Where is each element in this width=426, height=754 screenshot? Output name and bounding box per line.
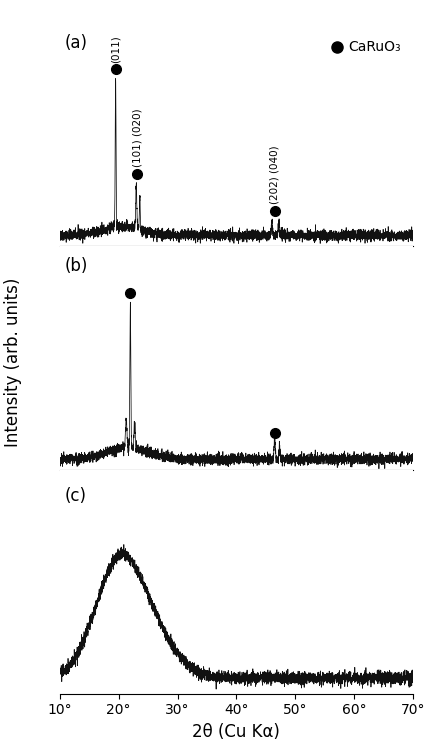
Text: (101) (020): (101) (020) bbox=[132, 109, 142, 167]
Text: (011): (011) bbox=[111, 35, 121, 63]
Text: (b): (b) bbox=[64, 258, 88, 275]
Text: (a): (a) bbox=[64, 34, 87, 52]
Text: (202) (040): (202) (040) bbox=[270, 146, 280, 204]
Text: (c): (c) bbox=[64, 487, 86, 505]
X-axis label: 2θ (Cu Kα): 2θ (Cu Kα) bbox=[193, 723, 280, 741]
Text: Intensity (arb. units): Intensity (arb. units) bbox=[4, 277, 22, 446]
Text: CaRuO₃: CaRuO₃ bbox=[348, 40, 401, 54]
